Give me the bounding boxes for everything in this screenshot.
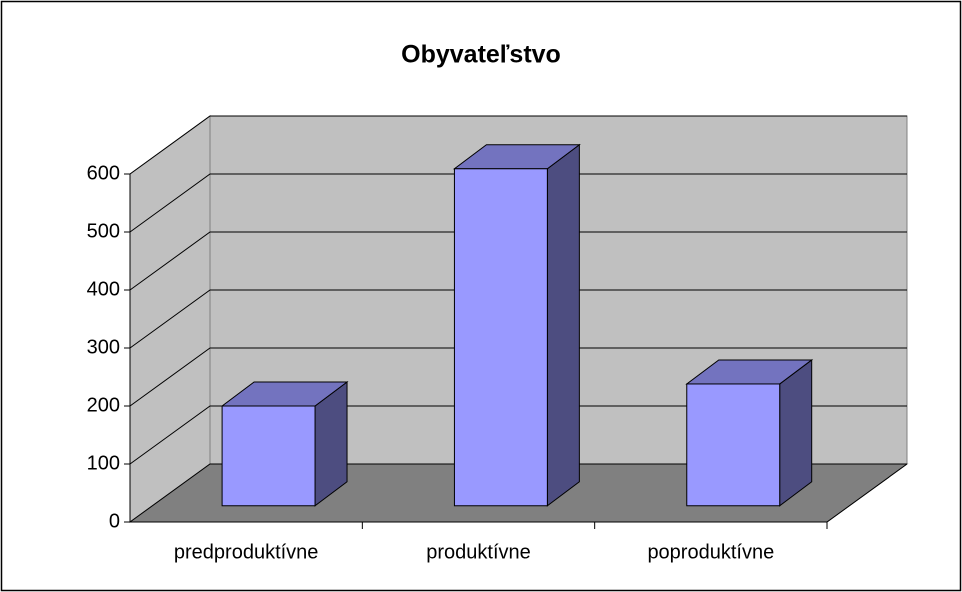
grid-line — [129, 463, 907, 523]
bar-side — [546, 143, 580, 507]
y-tick-label: 500 — [87, 220, 120, 242]
x-tick-label: poproduktívne — [647, 541, 774, 563]
chart-title: Obyvateľstvo — [401, 41, 561, 69]
grid-line — [129, 115, 907, 175]
x-tick-label: predproduktívne — [174, 541, 319, 563]
y-tick-label: 0 — [109, 510, 120, 532]
grid-line — [129, 289, 907, 349]
bar — [221, 405, 316, 507]
grid-line — [129, 173, 907, 233]
y-tick-label: 600 — [87, 162, 120, 184]
x-tick-label: produktívne — [426, 541, 531, 563]
y-tick-label: 100 — [87, 452, 120, 474]
grid-line — [129, 405, 907, 465]
y-tick-label: 300 — [87, 336, 120, 358]
bar — [686, 383, 781, 507]
bar — [453, 168, 548, 507]
bar-side — [779, 358, 813, 507]
y-tick-label: 400 — [87, 278, 120, 300]
grid-line — [129, 347, 907, 407]
grid-line — [129, 231, 907, 291]
y-tick-label: 200 — [87, 394, 120, 416]
